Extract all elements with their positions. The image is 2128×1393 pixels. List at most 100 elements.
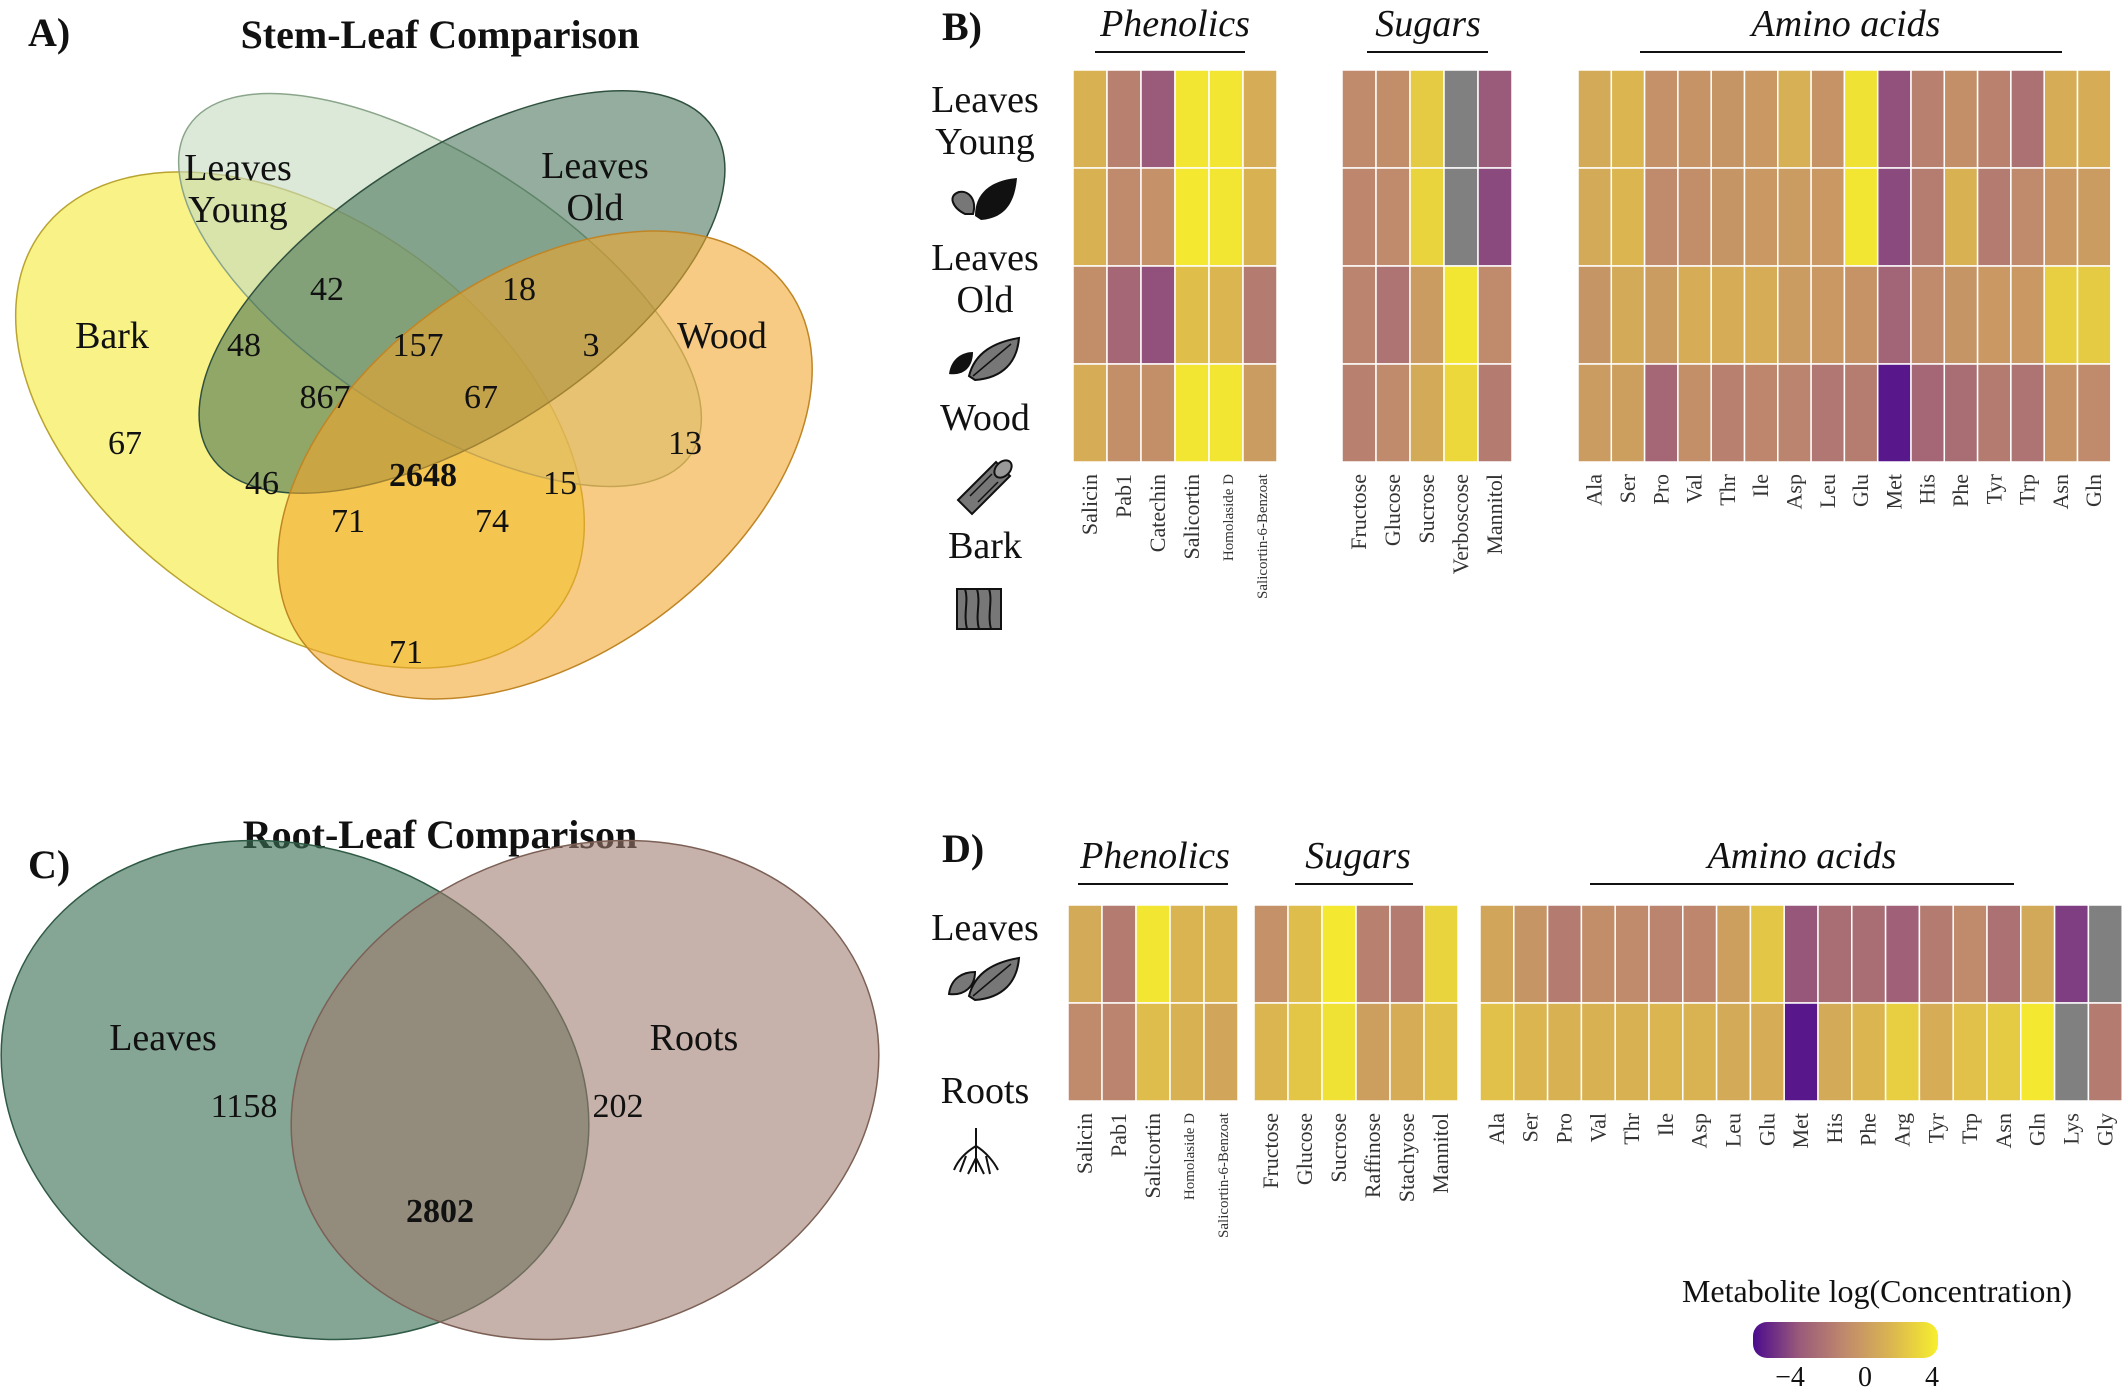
heatmap-cell — [1106, 167, 1142, 267]
heatmap-cell — [1910, 265, 1946, 365]
heatmap-cell — [1443, 167, 1479, 267]
heatmap-cell — [1546, 904, 1583, 1004]
column-label: Trp — [2015, 474, 2040, 505]
venn-count: 18 — [502, 271, 536, 308]
column-label: Asp — [1781, 474, 1806, 509]
colorbar-gradient — [1753, 1322, 1938, 1358]
column-label: Salicortin — [1179, 474, 1204, 560]
heatmap-cell — [1943, 265, 1979, 365]
column-label: Tyr — [1981, 473, 2006, 504]
heatmap-cell — [1242, 69, 1278, 169]
heatmap-cell — [1287, 904, 1323, 1004]
heatmap-cell — [1135, 1002, 1171, 1102]
heatmap-cell — [1710, 167, 1746, 267]
heatmap-cell — [1072, 363, 1108, 463]
heatmap-cell — [1986, 904, 2022, 1004]
venn-count: 67 — [464, 379, 498, 416]
heatmap-cell — [1677, 363, 1712, 463]
heatmap-cell — [1610, 167, 1646, 267]
heatmap-cell — [1242, 167, 1278, 267]
panel-d-label: D) — [942, 826, 984, 871]
heatmap-cell — [1580, 904, 1616, 1004]
column-label: Tyr — [1923, 1112, 1948, 1143]
heatmap-cell — [1643, 265, 1679, 365]
heatmap-cell — [1072, 167, 1108, 267]
heatmap-cell — [1749, 1002, 1785, 1102]
roots-ellipse — [290, 839, 880, 1341]
wood-log-icon — [956, 459, 1013, 516]
heatmap-cell — [1943, 69, 1979, 169]
heatmap-cell — [1253, 904, 1289, 1004]
heatmap-cell — [1409, 265, 1445, 365]
panel-a-title: Stem-Leaf Comparison — [241, 12, 640, 57]
heatmap-cell — [1610, 69, 1646, 169]
heatmap-cell — [1067, 904, 1103, 1004]
column-label: Salicortin-6-Benzoat — [1255, 473, 1271, 599]
panel-c-label: C) — [28, 842, 70, 887]
heatmap-cell — [1355, 904, 1391, 1004]
heatmap-cell — [1443, 69, 1479, 169]
heatmap-cell — [1643, 69, 1679, 169]
heatmap-cell — [1810, 363, 1846, 463]
heatmap-cell — [1777, 69, 1812, 169]
heatmap-cell — [1409, 363, 1445, 463]
row-label: Leaves Old — [931, 237, 1039, 321]
heatmap-cell — [1341, 363, 1377, 463]
heatmap-cell — [1287, 1002, 1323, 1102]
heatmap-b: Leaves Young Leaves Old Wood Bark Phenolics Sal… — [931, 3, 2112, 599]
column-label: Mannitol — [1482, 474, 1507, 555]
heatmap-cell — [2087, 1002, 2123, 1102]
column-label: Leu — [1815, 474, 1840, 508]
column-label: Met — [1881, 474, 1906, 509]
heatmap-cell — [1648, 904, 1684, 1004]
heatmap-cell — [1677, 167, 1712, 267]
panel-d: D) Leaves Roots Phenolics Salicin Pab1 Salico… — [931, 826, 2123, 1238]
heatmap-cell — [1817, 1002, 1853, 1102]
heatmap-cell — [1610, 265, 1646, 365]
heatmap-cell — [1375, 265, 1411, 365]
heatmap-cell — [2010, 167, 2045, 267]
venn-count: 71 — [389, 634, 423, 671]
heatmap-cell — [1643, 167, 1679, 267]
heatmap-cell — [2020, 904, 2056, 1004]
heatmap-cell — [1409, 69, 1445, 169]
heatmap-cell — [1843, 167, 1879, 267]
heatmap-cell — [1952, 1002, 1988, 1102]
heatmap-cell — [1389, 1002, 1425, 1102]
heatmap-cell — [1341, 69, 1377, 169]
heatmap-d: Leaves Roots Phenolics Salicin Pab1 Salicorti… — [931, 835, 2123, 1238]
heatmap-cell — [1513, 904, 1549, 1004]
colorbar-tick: 4 — [1925, 1362, 1939, 1393]
column-label: Leu — [1721, 1113, 1746, 1147]
column-label: Asp — [1687, 1113, 1712, 1148]
heatmap-cell — [1876, 265, 1912, 365]
heatmap-cell — [1106, 69, 1142, 169]
heatmap-cell — [2076, 69, 2112, 169]
column-label: Homolaside D — [1182, 1113, 1198, 1200]
venn-count: 74 — [475, 503, 509, 540]
heatmap-cell — [1810, 69, 1846, 169]
heatmap-cell — [1203, 904, 1239, 1004]
heatmap-cell — [1910, 69, 1946, 169]
heatmap-cell — [1479, 1002, 1515, 1102]
heatmap-cell — [2010, 265, 2045, 365]
heatmap-cell — [1817, 904, 1853, 1004]
venn-set-wood: Wood — [677, 315, 767, 357]
column-label: Verboscose — [1448, 474, 1473, 574]
column-label: Lys — [2059, 1113, 2084, 1145]
heatmap-cell — [1208, 167, 1244, 267]
heatmap-cell — [1910, 363, 1946, 463]
heatmap-cell — [1169, 904, 1205, 1004]
heatmap-cell — [1643, 363, 1679, 463]
old-leaf-icon — [949, 336, 1021, 382]
venn-set-leaves-young: Leaves Young — [184, 147, 292, 231]
heatmap-cell — [1682, 1002, 1718, 1102]
venn-count: 1158 — [211, 1088, 278, 1125]
heatmap-cell — [1843, 265, 1879, 365]
heatmap-cell — [1546, 1002, 1583, 1102]
heatmap-cell — [1321, 904, 1357, 1004]
column-label: Glu — [1848, 474, 1873, 507]
group-title: Sugars — [1305, 835, 1411, 877]
heatmap-cell — [1976, 69, 2012, 169]
heatmap-cell — [1783, 1002, 1819, 1102]
